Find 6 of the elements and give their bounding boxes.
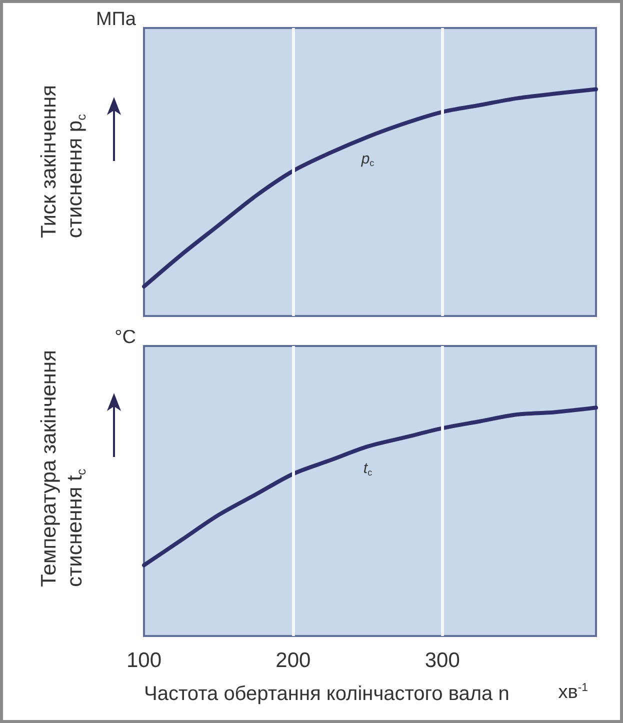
x-tick-label: 300 (424, 649, 460, 672)
text: МПа (96, 9, 136, 30)
x-tick-label: 200 (276, 649, 311, 672)
x-axis-title: Частота обертання колінчастого вала n (144, 683, 510, 705)
text: °C (114, 327, 136, 348)
x-tick-label: 100 (126, 649, 162, 672)
